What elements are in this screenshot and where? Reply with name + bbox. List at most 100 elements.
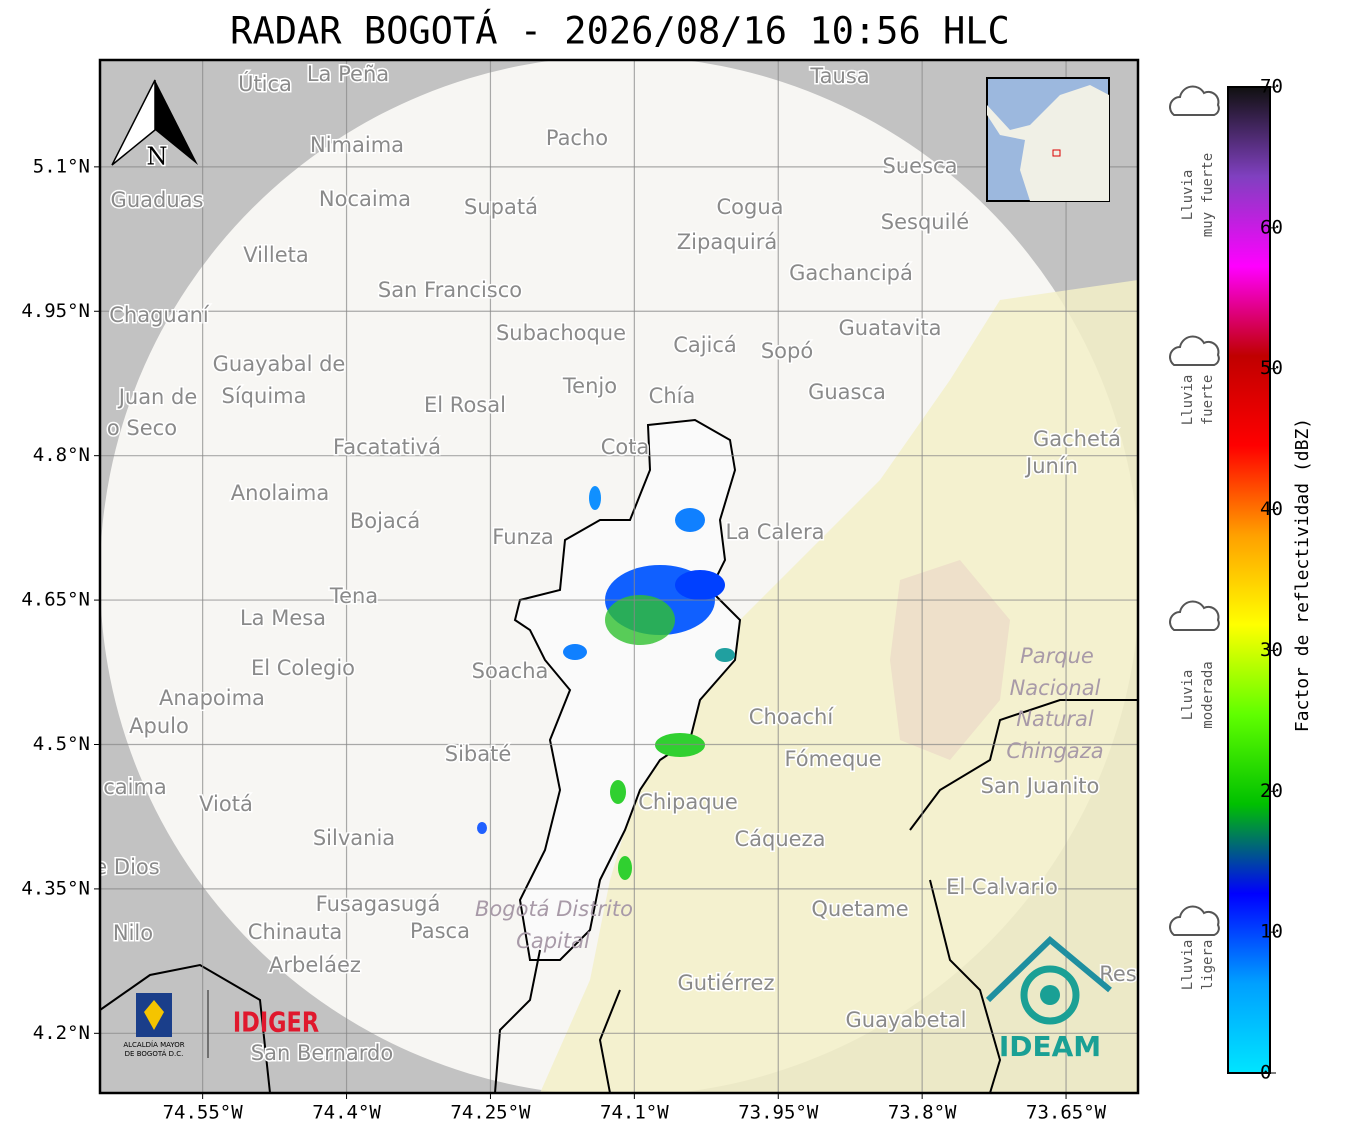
place-label: Apulo (129, 714, 189, 738)
place-label: Útica (238, 71, 292, 96)
rain-category: Lluvia (1180, 170, 1196, 221)
place-label: Quetame (811, 897, 908, 921)
place-label: Guatavita (839, 316, 942, 340)
cloud (1169, 85, 1220, 116)
cloud (1169, 905, 1220, 936)
rain-category: Lluvia (1180, 670, 1196, 721)
colorbar-tick-label: 20 (1260, 780, 1283, 802)
colorbar-tick-label: 10 (1260, 921, 1283, 943)
lat-tick-label: 4.95°N (21, 300, 90, 322)
rain-category: fuerte (1200, 375, 1216, 426)
colorbar-tick-label: 30 (1260, 639, 1283, 661)
place-label: Viotá (199, 792, 253, 816)
inset-map (986, 77, 1110, 202)
place-label: Cajicá (673, 333, 737, 357)
area-label: Bogotá Distrito (475, 897, 633, 921)
area-label: Capital (516, 929, 590, 953)
area-label: Chingaza (1006, 739, 1103, 763)
colorbar-tick-label: 50 (1260, 357, 1283, 379)
lon-tick-label: 74.4°W (312, 1102, 381, 1124)
idiger-logo: IDIGER (233, 1005, 320, 1038)
place-label: Choachí (749, 705, 835, 729)
place-label: Anapoima (159, 686, 265, 710)
rain-icon (1169, 85, 1220, 116)
place-label: Bojacá (350, 509, 420, 533)
place-label: San Juanito (981, 774, 1100, 798)
place-label: Gachancipá (789, 261, 913, 285)
north-arrow: N (111, 79, 198, 172)
place-label: Suesca (883, 154, 958, 178)
place-label: Anolaima (231, 481, 329, 505)
place-label: Facatativá (333, 435, 441, 459)
lon-tick-label: 74.25°W (450, 1102, 531, 1124)
place-label: Supatá (464, 195, 538, 219)
place-label: Sibaté (445, 742, 512, 766)
lat-tick-label: 4.2°N (33, 1022, 90, 1044)
place-label: Cogua (716, 195, 783, 219)
place-label: Soacha (472, 659, 549, 683)
place-label: San Bernardo (251, 1041, 393, 1065)
place-label: o Seco (107, 416, 177, 440)
place-label: Pacho (546, 126, 608, 150)
area-label: Parque (1020, 644, 1094, 668)
ideam-logo: IDEAM (999, 1030, 1101, 1063)
place-label: Gutiérrez (678, 971, 775, 995)
colorbar-tick-label: 0 (1260, 1062, 1271, 1084)
place-label: Chía (649, 384, 696, 408)
place-label: San Francisco (378, 278, 522, 302)
colorbar (1227, 86, 1271, 1074)
place-label: Subachoque (496, 321, 626, 345)
place-label: El Rosal (424, 393, 506, 417)
area-label: Nacional (1010, 676, 1101, 700)
place-label: La Mesa (240, 606, 326, 630)
colorbar-tick-label: 40 (1260, 498, 1283, 520)
rain-category: ligera (1200, 940, 1216, 991)
place-label: Silvania (313, 826, 395, 850)
place-label: Tausa (809, 64, 869, 88)
lat-tick-label: 4.5°N (33, 733, 90, 755)
rain-category: muy fuerte (1200, 153, 1216, 237)
place-label: caima (103, 775, 167, 799)
rain-icon (1169, 335, 1220, 366)
logos: ALCALDÍA MAYOR DE BOGOTÁ D.C. IDIGER IDE… (123, 935, 1112, 1063)
place-label: e Dios (94, 855, 159, 879)
north-label: N (147, 143, 168, 171)
place-label: Nimaima (310, 133, 404, 157)
alcaldia-line: ALCALDÍA MAYOR (123, 1040, 184, 1049)
lon-tick-label: 73.65°W (1026, 1102, 1107, 1124)
lat-tick-label: 4.65°N (21, 589, 90, 611)
cloud (1169, 335, 1220, 366)
place-label: Juan de (117, 385, 198, 409)
place-label: Síquima (222, 384, 307, 408)
lon-tick-label: 73.8°W (888, 1102, 957, 1124)
rain-icon (1169, 905, 1220, 936)
place-label: Guayabal de (213, 352, 346, 376)
lon-tick-label: 73.95°W (738, 1102, 819, 1124)
place-label: Nilo (113, 921, 153, 945)
place-label: Cáqueza (735, 827, 826, 851)
radar-echoes (477, 486, 735, 880)
place-label: Nocaima (319, 187, 411, 211)
place-label: El Colegio (251, 656, 355, 680)
rain-icon (1169, 600, 1220, 631)
place-label: Funza (492, 525, 553, 549)
alcaldia-line: DE BOGOTÁ D.C. (125, 1049, 184, 1058)
place-label: Arbeláez (269, 953, 361, 977)
place-label: Guayabetal (846, 1008, 967, 1032)
place-label: Villeta (243, 243, 308, 267)
place-label: Tenjo (562, 374, 617, 398)
lat-tick-label: 4.8°N (33, 444, 90, 466)
place-label: Chinauta (248, 920, 342, 944)
place-label: Tena (329, 584, 378, 608)
place-label: El Calvario (946, 875, 1058, 899)
colorbar-tick-label: 70 (1260, 76, 1283, 98)
place-label: Chaguaní (109, 303, 210, 327)
place-label: Pasca (410, 919, 470, 943)
map-area: La Peña Útica Tausa Pacho Nimaima Suesca Guadu… (94, 60, 1138, 1093)
rain-category: moderada (1200, 661, 1216, 728)
area-label: Natural (1016, 707, 1094, 731)
place-label: Chipaque (638, 790, 738, 814)
place-label: La Peña (307, 62, 389, 86)
